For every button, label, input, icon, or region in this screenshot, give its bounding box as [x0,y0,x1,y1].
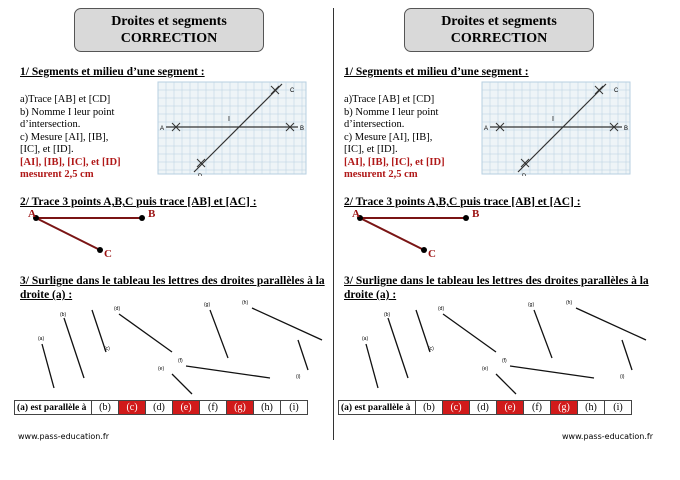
line-label-i: (i) [620,374,625,380]
grid-figure: A B C D I [481,81,631,176]
point-b-label: B [148,208,156,220]
line-label-h: (h) [566,300,572,306]
table-header: (a) est parallèle à [14,400,92,415]
line-label-b: (b) [384,312,390,318]
section1-instructions: a)Trace [AB] et [CD] b) Nomme I leur poi… [344,94,445,180]
footer-link[interactable]: www.pass-education.fr [562,432,653,441]
table-cell-e[interactable]: (e) [496,400,524,415]
triangle-figure [33,215,145,253]
table-cell-i[interactable]: (i) [280,400,308,415]
table-cell-h[interactable]: (h) [577,400,605,415]
grid-label-a: A [160,126,164,132]
grid-figure: A B C D I [157,81,307,176]
point-a-label: A [352,208,360,220]
section3-heading: 3/ Surligne dans le tableau les lettres … [20,275,325,301]
point-a-label: A [28,208,36,220]
grid-label-i: I [552,116,554,123]
title-line2: CORRECTION [450,31,548,46]
title-box: Droites et segments CORRECTION [74,8,264,52]
table-cell-c[interactable]: (c) [442,400,470,415]
line-label-e: (e) [482,366,488,372]
answer-table: (a) est parallèle à (b) (c) (d) (e) (f) … [338,400,632,415]
point-b-label: B [472,208,480,220]
section1-heading: 1/ Segments et milieu d’une segment : [344,66,529,78]
footer-link[interactable]: www.pass-education.fr [18,432,109,441]
line-label-f: (f) [502,358,507,364]
line-label-d: (d) [438,306,444,312]
line-label-e: (e) [158,366,164,372]
page-divider [333,8,334,440]
point-c-label: C [428,248,436,260]
table-cell-f[interactable]: (f) [199,400,227,415]
section3-heading: 3/ Surligne dans le tableau les lettres … [344,275,649,301]
table-cell-g[interactable]: (g) [226,400,254,415]
worksheet-left: Droites et segments CORRECTION 1/ Segmen… [6,0,336,480]
line-label-a: (a) [38,336,44,342]
grid-label-b: B [300,126,304,132]
line-label-g: (g) [204,302,210,308]
table-cell-d[interactable]: (d) [469,400,497,415]
section2-heading: 2/ Trace 3 points A,B,C puis trace [AB] … [20,196,257,208]
answer-table: (a) est parallèle à (b) (c) (d) (e) (f) … [14,400,308,415]
line-label-c: (c) [104,346,110,352]
lines-figure: (a) (b) (c) (d) (e) (f) (g) (h) (i) [38,300,323,395]
line-label-d: (d) [114,306,120,312]
table-cell-f[interactable]: (f) [523,400,551,415]
table-cell-e[interactable]: (e) [172,400,200,415]
title-line2: CORRECTION [120,31,218,46]
table-cell-g[interactable]: (g) [550,400,578,415]
grid-label-c: C [614,88,619,94]
section2-heading: 2/ Trace 3 points A,B,C puis trace [AB] … [344,196,581,208]
table-cell-h[interactable]: (h) [253,400,281,415]
table-cell-b[interactable]: (b) [415,400,443,415]
line-label-g: (g) [528,302,534,308]
grid-label-c: C [290,88,295,94]
grid-label-d: D [522,174,527,176]
section1-instructions: a)Trace [AB] et [CD] b) Nomme I leur poi… [20,94,121,180]
line-label-b: (b) [60,312,66,318]
line-label-f: (f) [178,358,183,364]
triangle-figure [357,215,469,253]
section1-heading: 1/ Segments et milieu d’une segment : [20,66,205,78]
grid-label-d: D [198,174,203,176]
table-header: (a) est parallèle à [338,400,416,415]
title-line1: Droites et segments [441,14,557,29]
line-label-c: (c) [428,346,434,352]
line-label-i: (i) [296,374,301,380]
table-cell-b[interactable]: (b) [91,400,119,415]
title-line1: Droites et segments [111,14,227,29]
grid-label-i: I [228,116,230,123]
lines-figure: (a) (b) (c) (d) (e) (f) (g) (h) (i) [362,300,647,395]
grid-label-a: A [484,126,488,132]
table-cell-c[interactable]: (c) [118,400,146,415]
point-c-label: C [104,248,112,260]
line-label-h: (h) [242,300,248,306]
table-cell-i[interactable]: (i) [604,400,632,415]
grid-label-b: B [624,126,628,132]
line-label-a: (a) [362,336,368,342]
title-box: Droites et segments CORRECTION [404,8,594,52]
worksheet-right: Droites et segments CORRECTION 1/ Segmen… [336,0,666,480]
table-cell-d[interactable]: (d) [145,400,173,415]
